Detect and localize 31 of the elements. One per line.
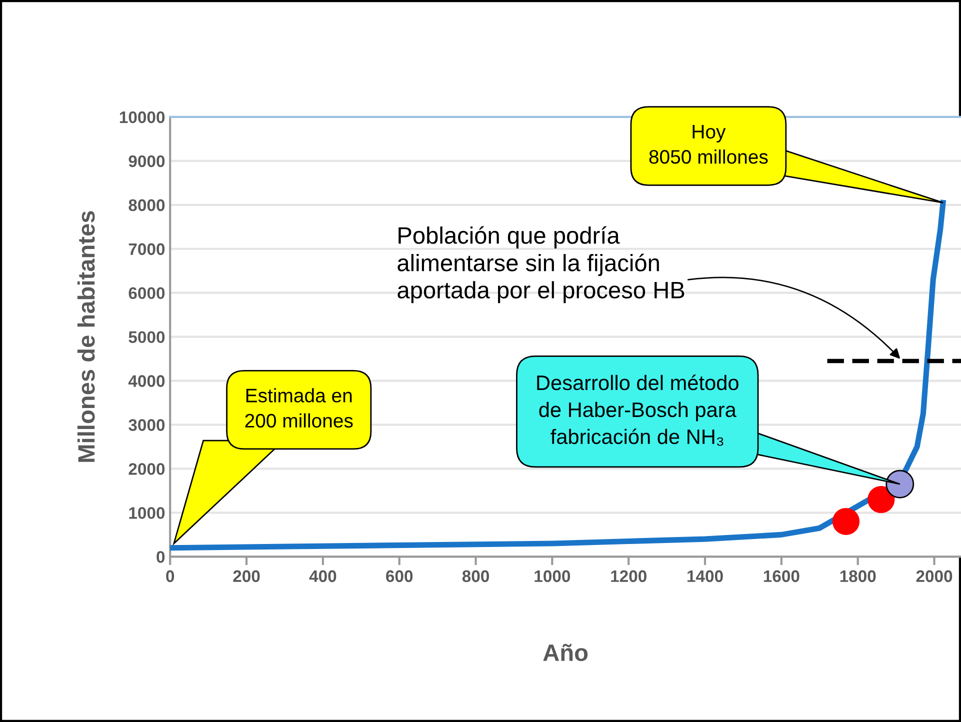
x-tick-label: 0 <box>166 570 174 582</box>
y-tick-label: 10000 <box>120 111 165 124</box>
x-tick-label: 600 <box>386 570 413 582</box>
y-tick-label: 4000 <box>128 375 165 387</box>
y-axis-title: Millones de habitantes <box>77 211 95 462</box>
y-tick-label: 3000 <box>128 419 165 431</box>
x-tick-label: 800 <box>462 570 489 582</box>
x-tick-label: 1000 <box>534 570 570 582</box>
x-tick-label: 1800 <box>840 570 876 582</box>
x-tick-label: 200 <box>233 570 260 582</box>
y-tick-label: 6000 <box>128 287 165 300</box>
annotation: Desarrollo del método de Haber-Bosch para fabricación de NH₃ <box>537 374 738 446</box>
y-tick-label: 0 <box>156 551 165 563</box>
x-axis-title: Año <box>543 644 588 662</box>
x-tick-label: 400 <box>309 570 336 582</box>
x-tick-label: 1200 <box>611 570 646 582</box>
y-tick-label: 9000 <box>128 155 165 168</box>
point <box>832 508 860 536</box>
y-tick-label: 2000 <box>128 463 165 475</box>
annotation: Población que podría alimentarse sin la fijación aportada por el proceso HB <box>398 226 684 304</box>
y-tick-label: 1000 <box>129 507 165 519</box>
y-tick-label: 7000 <box>128 243 165 256</box>
y-tick-label: 8000 <box>128 199 165 212</box>
point <box>868 486 895 514</box>
annotation: Hoy 8050 millones <box>649 125 768 164</box>
x-tick-label: 1600 <box>764 570 800 582</box>
point <box>886 470 914 498</box>
x-tick-label: 1400 <box>688 570 723 582</box>
x-tick-label: 2000 <box>916 570 952 582</box>
annotation: Estimada en 200 millones <box>245 388 353 428</box>
y-tick-label: 5000 <box>128 331 165 344</box>
